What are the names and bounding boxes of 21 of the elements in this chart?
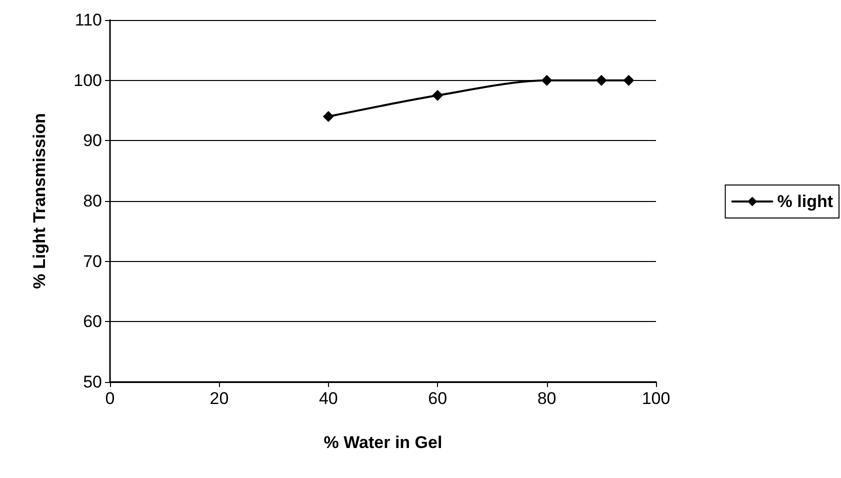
legend-label: % light — [777, 192, 834, 211]
y-tick-label: 100 — [74, 70, 102, 90]
point — [541, 74, 552, 86]
y-axis-title: % Light Transmission — [30, 113, 49, 289]
y-tick-label: 80 — [83, 192, 102, 210]
y-tick-label: 90 — [83, 131, 102, 150]
x-tick-label: 20 — [210, 389, 229, 408]
point — [322, 111, 334, 122]
x-tick-label: 100 — [642, 389, 670, 408]
x-axis-title: % Water in Gel — [324, 433, 442, 452]
x-tick-label: 60 — [428, 389, 448, 408]
y-tick-label: 50 — [83, 372, 102, 392]
x-tick-label: 80 — [537, 389, 556, 408]
y-tick-label: 70 — [83, 252, 102, 271]
y-tick-label: 110 — [74, 10, 102, 30]
point — [623, 74, 634, 86]
point — [596, 74, 607, 86]
x-tick-label: 40 — [318, 389, 338, 408]
point — [432, 90, 444, 101]
x-tick-label: 0 — [105, 389, 115, 408]
y-tick-label: 60 — [83, 312, 102, 332]
